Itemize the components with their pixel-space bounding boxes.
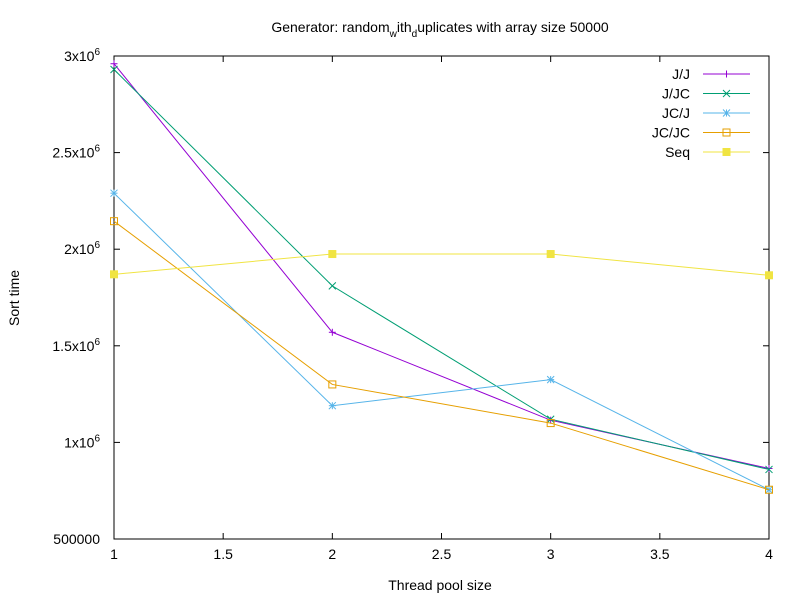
data-point xyxy=(110,189,118,198)
y-tick-label: 500000 xyxy=(53,531,100,547)
data-point xyxy=(546,419,555,428)
legend-entry: JC/J xyxy=(662,105,750,121)
series-line xyxy=(113,192,770,491)
legend-label: Seq xyxy=(665,144,690,160)
x-tick-label: 3 xyxy=(547,546,555,562)
legend-entry: Seq xyxy=(665,144,750,160)
x-tick-label: 4 xyxy=(765,546,773,562)
data-point xyxy=(765,465,773,474)
legend-entry: J/J xyxy=(672,66,750,82)
axis-ticks: 1 1.5 2 2.5 3 3.5 4 500000 1x106 1.5x106 2x106 2.5x… xyxy=(52,47,773,562)
x-tick-label: 2 xyxy=(328,546,336,562)
x-tick-label: 1 xyxy=(110,546,118,562)
data-point xyxy=(328,401,337,410)
legend-entry: J/JC xyxy=(662,86,750,102)
data-point xyxy=(546,375,555,384)
data-point xyxy=(765,271,773,280)
series-line xyxy=(113,253,770,276)
series-line xyxy=(113,69,770,470)
y-axis-label: Sort time xyxy=(6,270,22,326)
legend-entry: JC/JC xyxy=(652,125,750,141)
series-jc-jc xyxy=(110,217,773,494)
data-point xyxy=(723,70,730,78)
y-tick-label: 3x106 xyxy=(64,47,100,64)
data-point xyxy=(722,89,731,98)
y-tick-label: 2x106 xyxy=(64,240,100,257)
series-seq xyxy=(110,250,773,280)
data-point xyxy=(328,380,337,389)
x-tick-label: 3.5 xyxy=(650,546,670,562)
y-tick-label: 1.5x106 xyxy=(52,337,100,354)
series-line xyxy=(113,220,770,491)
chart-title: Generator: randomwithduplicates with arr… xyxy=(271,19,609,40)
y-tick-label: 1x106 xyxy=(64,433,100,450)
data-point xyxy=(722,148,731,156)
data-point xyxy=(765,485,773,494)
legend-label: J/J xyxy=(672,66,690,82)
legend: J/J J/JC JC/J JC/JC Seq xyxy=(652,66,750,160)
legend-label: JC/J xyxy=(662,105,690,121)
data-point xyxy=(110,217,118,226)
data-point xyxy=(722,128,731,137)
data-point xyxy=(328,328,336,336)
data-point xyxy=(328,282,337,290)
data-point xyxy=(110,65,118,74)
series-layer xyxy=(110,60,773,494)
data-point xyxy=(110,60,118,68)
x-axis-label: Thread pool size xyxy=(388,577,492,593)
data-point xyxy=(110,270,118,279)
x-tick-label: 2.5 xyxy=(432,546,452,562)
legend-label: J/JC xyxy=(662,86,690,102)
series-jc-j xyxy=(110,189,773,494)
data-point xyxy=(328,250,337,259)
x-tick-label: 1.5 xyxy=(213,546,233,562)
legend-label: JC/JC xyxy=(652,125,690,141)
series-j-jc xyxy=(110,65,773,474)
y-tick-label: 2.5x106 xyxy=(52,144,100,161)
data-point xyxy=(722,109,731,117)
data-point xyxy=(546,250,555,259)
